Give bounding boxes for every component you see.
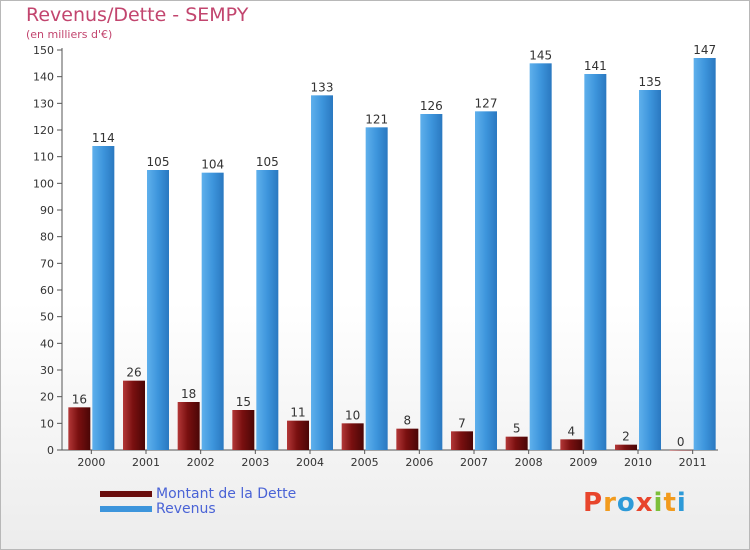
bar-dette xyxy=(669,450,692,451)
y-tick-label: 50 xyxy=(40,311,54,324)
bar-revenus xyxy=(584,74,607,450)
data-label-dette: 7 xyxy=(458,416,466,430)
bar-revenus xyxy=(693,58,716,450)
legend-item-revenus: Revenus xyxy=(100,500,296,517)
bar-revenus xyxy=(420,114,443,450)
bar-dette xyxy=(68,407,91,450)
data-label-revenus: 105 xyxy=(147,155,170,169)
bar-revenus xyxy=(311,95,333,450)
bar-revenus xyxy=(639,90,661,450)
x-tick-label: 2006 xyxy=(405,456,433,469)
x-tick-label: 2001 xyxy=(132,456,160,469)
bar-revenus xyxy=(529,63,552,450)
bar-dette xyxy=(505,436,528,450)
data-label-revenus: 121 xyxy=(365,112,388,126)
bar-dette xyxy=(123,380,145,450)
x-tick-label: 2005 xyxy=(351,456,379,469)
logo-letter: i xyxy=(653,488,664,518)
x-tick-label: 2004 xyxy=(296,456,324,469)
data-label-revenus: 133 xyxy=(311,80,334,94)
y-tick-label: 100 xyxy=(33,177,54,190)
x-tick-label: 2010 xyxy=(624,456,652,469)
y-tick-label: 40 xyxy=(40,337,54,350)
x-tick-label: 2007 xyxy=(460,456,488,469)
x-tick-label: 2002 xyxy=(187,456,215,469)
bar-dette xyxy=(560,439,583,450)
legend-swatch-dette xyxy=(100,490,152,497)
data-label-revenus: 145 xyxy=(529,48,552,62)
data-label-dette: 15 xyxy=(236,395,251,409)
chart-subtitle: (en milliers d'€) xyxy=(26,28,113,41)
x-tick-label: 2008 xyxy=(515,456,543,469)
y-tick-label: 90 xyxy=(40,204,54,217)
chart-title: Revenus/Dette - SEMPY xyxy=(26,4,249,26)
bar-revenus xyxy=(256,170,279,450)
bar-revenus xyxy=(147,170,169,450)
y-tick-label: 110 xyxy=(33,151,54,164)
bar-dette xyxy=(615,444,637,450)
proxiti-logo: Proxiti xyxy=(583,488,687,518)
y-tick-label: 150 xyxy=(33,44,54,57)
bar-dette xyxy=(451,431,473,450)
x-tick-label: 2011 xyxy=(679,456,707,469)
logo-letter: x xyxy=(635,488,654,518)
y-tick-label: 70 xyxy=(40,257,54,270)
data-label-revenus: 135 xyxy=(639,75,662,89)
bar-dette xyxy=(341,423,364,450)
data-label-dette: 2 xyxy=(622,430,630,444)
logo-letter: r xyxy=(603,488,617,518)
y-tick-label: 130 xyxy=(33,97,54,110)
bar-revenus xyxy=(201,172,224,450)
legend-swatch-revenus xyxy=(100,505,152,512)
logo-letter: o xyxy=(616,488,636,518)
data-label-dette: 11 xyxy=(290,406,305,420)
data-label-dette: 5 xyxy=(513,422,521,436)
bar-dette xyxy=(232,410,255,450)
y-tick-label: 80 xyxy=(40,231,54,244)
x-tick-label: 2000 xyxy=(77,456,105,469)
data-label-dette: 18 xyxy=(181,387,196,401)
data-label-revenus: 127 xyxy=(475,96,498,110)
data-label-revenus: 126 xyxy=(420,99,443,113)
legend: Montant de la Dette Revenus xyxy=(100,485,297,517)
y-tick-label: 10 xyxy=(40,417,54,430)
data-label-revenus: 141 xyxy=(584,59,607,73)
legend-label-dette: Montant de la Dette xyxy=(156,485,297,502)
data-label-dette: 26 xyxy=(126,366,141,380)
y-tick-label: 120 xyxy=(33,124,54,137)
x-tick-label: 2009 xyxy=(569,456,597,469)
data-label-dette: 16 xyxy=(72,392,87,406)
y-tick-label: 0 xyxy=(47,444,54,457)
logo-letter: P xyxy=(583,488,604,518)
bar-revenus xyxy=(365,127,388,450)
bar-dette xyxy=(287,420,309,450)
data-label-revenus: 104 xyxy=(201,158,224,172)
data-label-dette: 10 xyxy=(345,408,360,422)
logo-letter: t xyxy=(663,488,677,518)
x-tick-label: 2003 xyxy=(241,456,269,469)
y-tick-label: 60 xyxy=(40,284,54,297)
y-tick-label: 20 xyxy=(40,391,54,404)
bar-revenus xyxy=(92,146,115,450)
data-label-revenus: 105 xyxy=(256,155,279,169)
data-label-dette: 0 xyxy=(677,435,685,449)
y-tick-label: 30 xyxy=(40,364,54,377)
bar-dette xyxy=(396,428,419,450)
data-label-revenus: 147 xyxy=(693,43,716,57)
data-label-dette: 4 xyxy=(568,424,576,438)
y-tick-label: 140 xyxy=(33,71,54,84)
data-label-dette: 8 xyxy=(404,414,412,428)
data-label-revenus: 114 xyxy=(92,131,115,145)
bar-dette xyxy=(177,402,200,450)
legend-label-revenus: Revenus xyxy=(156,500,216,517)
legend-item-dette: Montant de la Dette xyxy=(100,485,297,502)
logo-letter: i xyxy=(676,488,687,518)
bar-revenus xyxy=(475,111,497,450)
